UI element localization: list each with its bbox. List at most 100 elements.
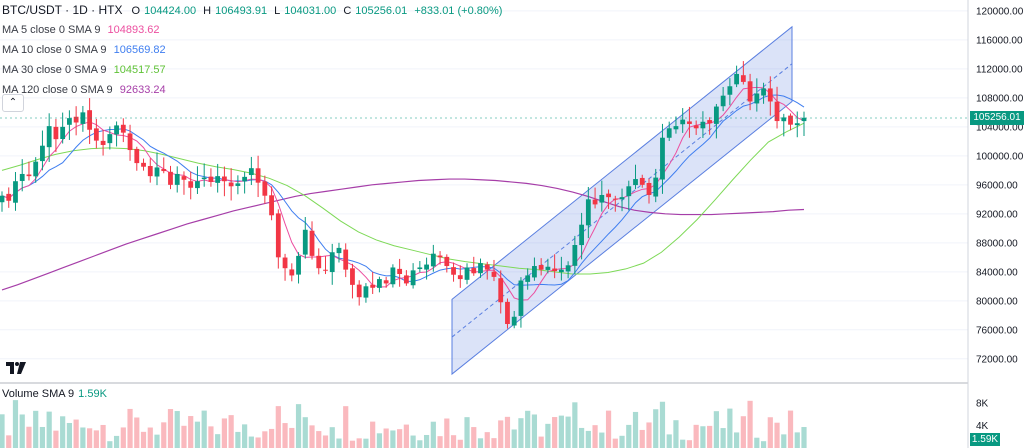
candle-body bbox=[73, 116, 79, 123]
candle-body bbox=[6, 193, 12, 201]
change-value: +833.01 (+0.80%) bbox=[414, 5, 503, 17]
volume-bar bbox=[707, 425, 713, 448]
candle-body bbox=[53, 126, 59, 140]
candle-body bbox=[248, 168, 254, 176]
volume-bar bbox=[760, 441, 767, 448]
indicator-ma120[interactable]: MA 120 close 0 SMA 9 92633.24 bbox=[0, 80, 600, 100]
price-tick-label: 104000.00 bbox=[976, 122, 1024, 133]
candle-body bbox=[761, 88, 766, 96]
volume-legend[interactable]: Volume SMA 9 1.59K bbox=[2, 388, 107, 400]
candle-body bbox=[114, 125, 119, 135]
volume-bar bbox=[194, 421, 201, 448]
volume-bar bbox=[471, 427, 477, 448]
candle-body bbox=[222, 176, 227, 182]
candle-body bbox=[518, 280, 524, 316]
price-tick-label: 96000.00 bbox=[976, 180, 1018, 191]
candle-body bbox=[228, 182, 234, 187]
volume-bar bbox=[390, 430, 396, 448]
low-label: L bbox=[274, 5, 281, 17]
candle-body bbox=[532, 266, 537, 278]
volume-bar bbox=[659, 401, 666, 448]
volume-axis[interactable]: 8K 4K bbox=[976, 398, 989, 432]
volume-bar bbox=[700, 426, 706, 448]
candle-body bbox=[93, 128, 99, 141]
candle-body bbox=[639, 177, 645, 185]
candle-body bbox=[127, 133, 133, 151]
volume-bar bbox=[39, 426, 46, 448]
candle-body bbox=[626, 186, 632, 197]
indicator-value: 92633.24 bbox=[119, 84, 166, 96]
volume-bar bbox=[538, 436, 544, 448]
price-tick-label: 116000.00 bbox=[976, 35, 1023, 46]
volume-bar bbox=[578, 427, 585, 448]
volume-bar bbox=[100, 424, 106, 448]
open-value: 104424.00 bbox=[144, 5, 197, 17]
volume-bar bbox=[498, 420, 504, 448]
candle-body bbox=[687, 121, 692, 124]
candle-body bbox=[457, 275, 463, 280]
volume-bar bbox=[666, 434, 672, 448]
volume-bar bbox=[504, 416, 511, 448]
indicator-ma30[interactable]: MA 30 close 0 SMA 9 104517.57 bbox=[0, 60, 600, 80]
candle-body bbox=[316, 255, 322, 269]
candle-body bbox=[255, 168, 261, 183]
volume-bar bbox=[0, 414, 5, 448]
candle-body bbox=[498, 278, 504, 303]
volume-bar bbox=[295, 404, 302, 448]
candle-body bbox=[410, 270, 416, 286]
close-value: 105256.01 bbox=[355, 5, 408, 17]
volume-bar bbox=[794, 432, 800, 448]
chevron-up-icon[interactable]: ⌃ bbox=[2, 94, 24, 112]
volume-bar bbox=[356, 438, 362, 448]
price-axis[interactable]: 120000.00 116000.00 112000.00 108000.00 1040… bbox=[976, 6, 1024, 365]
candle-body bbox=[633, 179, 638, 186]
volume-bar bbox=[201, 410, 207, 448]
candles bbox=[0, 61, 807, 329]
volume-bar bbox=[242, 424, 248, 448]
volume-bar bbox=[734, 432, 740, 448]
volume-bar bbox=[720, 428, 726, 448]
candle-body bbox=[329, 252, 335, 273]
price-tick-label: 100000.00 bbox=[976, 151, 1024, 162]
candle-body bbox=[646, 182, 652, 195]
indicator-label: MA 120 close 0 SMA 9 bbox=[2, 84, 113, 96]
candle-body bbox=[774, 101, 780, 122]
indicator-label: MA 5 close 0 SMA 9 bbox=[2, 24, 101, 36]
candle-body bbox=[700, 121, 706, 129]
candle-body bbox=[141, 162, 146, 167]
symbol-title[interactable]: BTC/USDT · 1D · HTX bbox=[2, 3, 123, 17]
candle-body bbox=[309, 230, 315, 256]
candle-body bbox=[377, 279, 382, 288]
volume-bar bbox=[747, 400, 753, 448]
candle-body bbox=[424, 264, 429, 270]
candle-body bbox=[653, 177, 659, 197]
volume-bar bbox=[477, 438, 484, 448]
candle-body bbox=[46, 126, 52, 148]
volume-bar bbox=[572, 402, 578, 448]
tradingview-logo-icon[interactable] bbox=[5, 360, 27, 376]
volume-bar bbox=[275, 406, 281, 448]
candle-body bbox=[323, 269, 328, 271]
candle-body bbox=[511, 316, 517, 326]
volume-bar bbox=[336, 438, 342, 448]
candle-body bbox=[558, 269, 564, 273]
indicator-ma10[interactable]: MA 10 close 0 SMA 9 106569.82 bbox=[0, 40, 600, 60]
indicator-value: 104893.62 bbox=[107, 24, 160, 36]
candle-body bbox=[491, 271, 497, 277]
candle-body bbox=[794, 123, 800, 126]
volume-bar bbox=[787, 410, 794, 448]
candle-body bbox=[788, 115, 793, 125]
volume-bar bbox=[653, 409, 659, 448]
volume-bar bbox=[383, 428, 389, 448]
volume-bar bbox=[558, 415, 564, 448]
high-label: H bbox=[203, 5, 212, 17]
indicator-ma5[interactable]: MA 5 close 0 SMA 9 104893.62 bbox=[0, 20, 600, 40]
volume-bar bbox=[363, 438, 369, 448]
volume-bar bbox=[397, 429, 403, 448]
candle-body bbox=[188, 181, 194, 188]
candle-body bbox=[343, 249, 349, 270]
indicator-value: 104517.57 bbox=[113, 64, 166, 76]
volume-bar bbox=[302, 417, 308, 448]
price-tick-label: 84000.00 bbox=[976, 267, 1018, 278]
